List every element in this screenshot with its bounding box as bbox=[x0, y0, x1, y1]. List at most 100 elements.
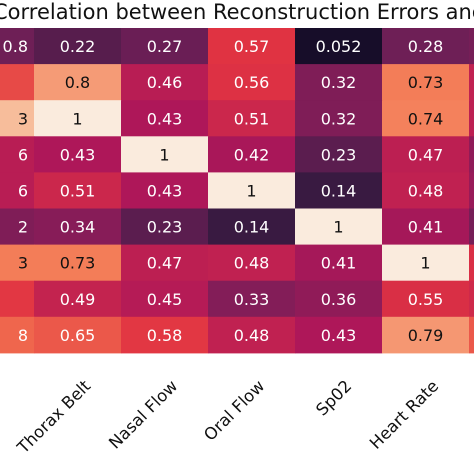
heatmap-cell bbox=[208, 136, 296, 173]
cell-value-label: 0.65 bbox=[60, 326, 96, 345]
cell-value-label: 0.48 bbox=[234, 254, 270, 273]
cell-value-label: 0.23 bbox=[147, 218, 183, 237]
heatmap-cell bbox=[0, 208, 35, 246]
cell-value-label: 0.49 bbox=[60, 290, 96, 309]
cell-value-label: 0.51 bbox=[60, 181, 96, 200]
cell-value-label: 0.32 bbox=[321, 109, 357, 128]
cell-value-label: 1 bbox=[246, 181, 256, 200]
heatmap-cell bbox=[0, 100, 35, 137]
cell-value-label: 0.46 bbox=[147, 73, 183, 92]
heatmap-cell bbox=[121, 136, 209, 173]
cell-value-label: 1 bbox=[420, 254, 430, 273]
cell-value-label: 0.42 bbox=[234, 145, 270, 164]
cell-value-label: 0.33 bbox=[234, 290, 270, 309]
heatmap-cell bbox=[34, 244, 122, 282]
cell-value-label: 1 bbox=[72, 109, 82, 128]
heatmap-cell bbox=[34, 172, 122, 209]
cell-value-label: 3 bbox=[18, 109, 28, 128]
heatmap-cell bbox=[208, 280, 296, 318]
heatmap-cell bbox=[382, 64, 470, 101]
heatmap-cell bbox=[34, 208, 122, 246]
heatmap-cell bbox=[295, 316, 383, 354]
cell-value-label: 0.51 bbox=[234, 109, 270, 128]
heatmap-cell bbox=[469, 280, 474, 318]
cell-value-label: 0.58 bbox=[147, 326, 183, 345]
heatmap-cell bbox=[121, 280, 209, 318]
heatmap-cell bbox=[208, 172, 296, 209]
heatmap-cell bbox=[469, 28, 474, 65]
cell-value-label: 0.73 bbox=[408, 73, 444, 92]
cell-value-label: 0.36 bbox=[321, 290, 357, 309]
cell-value-label: 0.55 bbox=[408, 290, 444, 309]
heatmap-cell bbox=[469, 136, 474, 173]
heatmap-cell bbox=[382, 208, 470, 246]
heatmap-cell bbox=[208, 208, 296, 246]
heatmap-cell bbox=[469, 172, 474, 209]
heatmap-cell bbox=[0, 316, 35, 354]
cell-value-label: 0.14 bbox=[321, 181, 357, 200]
heatmap-cell bbox=[295, 28, 383, 65]
heatmap-cell bbox=[34, 28, 122, 65]
x-tick-label: Oral Flow bbox=[200, 376, 268, 444]
heatmap-cell bbox=[121, 100, 209, 137]
cell-value-label: 0.48 bbox=[234, 326, 270, 345]
x-tick-label: Thorax Belt bbox=[13, 376, 95, 458]
heatmap-cell bbox=[0, 244, 35, 282]
heatmap-cell bbox=[295, 208, 383, 246]
x-tick-label: Sp02 bbox=[312, 376, 355, 419]
cell-value-label: 0.8 bbox=[65, 73, 90, 92]
cell-value-label: 0.79 bbox=[408, 326, 444, 345]
cell-value-label: 0.27 bbox=[147, 37, 183, 56]
cell-value-label: 0.22 bbox=[60, 37, 96, 56]
heatmap-cell bbox=[121, 172, 209, 209]
heatmap-cell bbox=[469, 316, 474, 354]
cell-value-label: 0.73 bbox=[60, 254, 96, 273]
cell-value-label: 3 bbox=[18, 254, 28, 273]
x-tick-label: Nasal Flow bbox=[105, 376, 181, 452]
heatmap-cell bbox=[34, 136, 122, 173]
heatmap-cell bbox=[34, 64, 122, 101]
heatmap-cell bbox=[469, 208, 474, 246]
cell-value-label: 0.8 bbox=[3, 37, 28, 56]
heatmap-cell bbox=[295, 100, 383, 137]
cell-value-label: 0.43 bbox=[60, 145, 96, 164]
heatmap-cell bbox=[208, 244, 296, 282]
cell-value-label: 6 bbox=[18, 181, 28, 200]
cell-value-label: 1 bbox=[159, 145, 169, 164]
heatmap-cell bbox=[382, 28, 470, 65]
heatmap-cell bbox=[34, 100, 122, 137]
heatmap-cell bbox=[382, 316, 470, 354]
cell-value-label: 0.34 bbox=[60, 218, 96, 237]
cell-value-label: 0.43 bbox=[321, 326, 357, 345]
cell-value-label: 0.57 bbox=[234, 37, 270, 56]
heatmap-cell bbox=[208, 28, 296, 65]
heatmap-cell bbox=[34, 280, 122, 318]
cell-value-label: 0.47 bbox=[147, 254, 183, 273]
heatmap-cell bbox=[382, 172, 470, 209]
cell-value-label: 0.052 bbox=[316, 37, 362, 56]
heatmap-cell bbox=[121, 316, 209, 354]
x-tick-label: Heart Rate bbox=[366, 376, 442, 452]
heatmap-cell bbox=[382, 280, 470, 318]
heatmap-cell bbox=[0, 172, 35, 209]
heatmap-cell bbox=[295, 64, 383, 101]
heatmap-cell bbox=[208, 316, 296, 354]
heatmap-cell bbox=[208, 64, 296, 101]
heatmap-cell bbox=[295, 280, 383, 318]
chart-title: Correlation between Reconstruction Error… bbox=[0, 0, 474, 24]
cell-value-label: 0.32 bbox=[321, 73, 357, 92]
cell-value-label: 0.14 bbox=[234, 218, 270, 237]
cell-value-label: 0.41 bbox=[408, 218, 444, 237]
heatmap-cell bbox=[121, 208, 209, 246]
cell-value-label: 1 bbox=[333, 218, 343, 237]
heatmap-cell bbox=[121, 64, 209, 101]
heatmap-cell bbox=[121, 244, 209, 282]
cell-value-label: 0.47 bbox=[408, 145, 444, 164]
heatmap-cell bbox=[121, 28, 209, 65]
heatmap-cell bbox=[382, 136, 470, 173]
cell-value-label: 0.74 bbox=[408, 109, 444, 128]
heatmap-cell bbox=[469, 244, 474, 282]
cell-value-label: 0.43 bbox=[147, 181, 183, 200]
cell-value-label: 0.45 bbox=[147, 290, 183, 309]
